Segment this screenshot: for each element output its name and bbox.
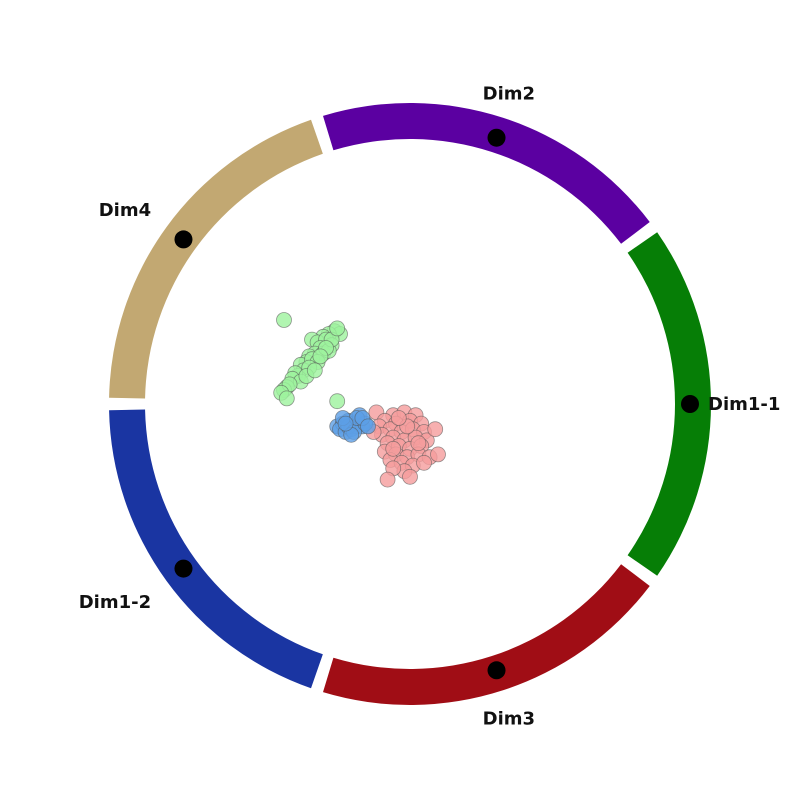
data-point bbox=[427, 421, 444, 438]
data-point bbox=[390, 410, 407, 426]
anchor-arcs bbox=[109, 103, 711, 705]
data-point bbox=[379, 471, 396, 488]
data-point bbox=[360, 418, 376, 435]
data-point bbox=[312, 348, 329, 365]
anchor-label-dim1-1: Dim1-1 bbox=[708, 394, 780, 415]
data-point bbox=[329, 320, 346, 337]
anchor-markers bbox=[174, 128, 699, 680]
anchor-marker-dim3 bbox=[487, 661, 506, 680]
anchor-arc-dim3 bbox=[323, 564, 650, 705]
anchor-marker-dim1-1 bbox=[681, 395, 699, 413]
data-points bbox=[273, 312, 446, 488]
data-point bbox=[329, 393, 346, 410]
data-point bbox=[385, 440, 402, 457]
anchor-labels: Dim1-1 Dim2 Dim4 Dim1-2 Dim3 bbox=[79, 84, 781, 730]
anchor-label-dim1-2: Dim1-2 bbox=[79, 592, 151, 613]
anchor-arc-dim1-2 bbox=[109, 409, 323, 689]
anchor-arc-dim4 bbox=[109, 119, 323, 399]
data-point bbox=[416, 454, 432, 471]
data-point bbox=[337, 415, 354, 432]
data-point bbox=[402, 468, 418, 485]
data-point bbox=[276, 312, 292, 328]
anchor-label-dim4: Dim4 bbox=[99, 200, 151, 221]
anchor-label-dim3: Dim3 bbox=[483, 708, 535, 729]
anchor-marker-dim4 bbox=[174, 230, 193, 249]
anchor-arc-dim2 bbox=[323, 103, 650, 244]
data-point bbox=[430, 446, 446, 463]
data-point bbox=[410, 435, 427, 452]
data-point bbox=[306, 362, 323, 379]
data-point bbox=[278, 390, 295, 407]
anchor-marker-dim1-2 bbox=[174, 559, 193, 578]
anchor-marker-dim2 bbox=[487, 128, 506, 147]
anchor-arc-dim1-1 bbox=[627, 232, 711, 576]
anchor-label-dim2: Dim2 bbox=[483, 84, 535, 105]
